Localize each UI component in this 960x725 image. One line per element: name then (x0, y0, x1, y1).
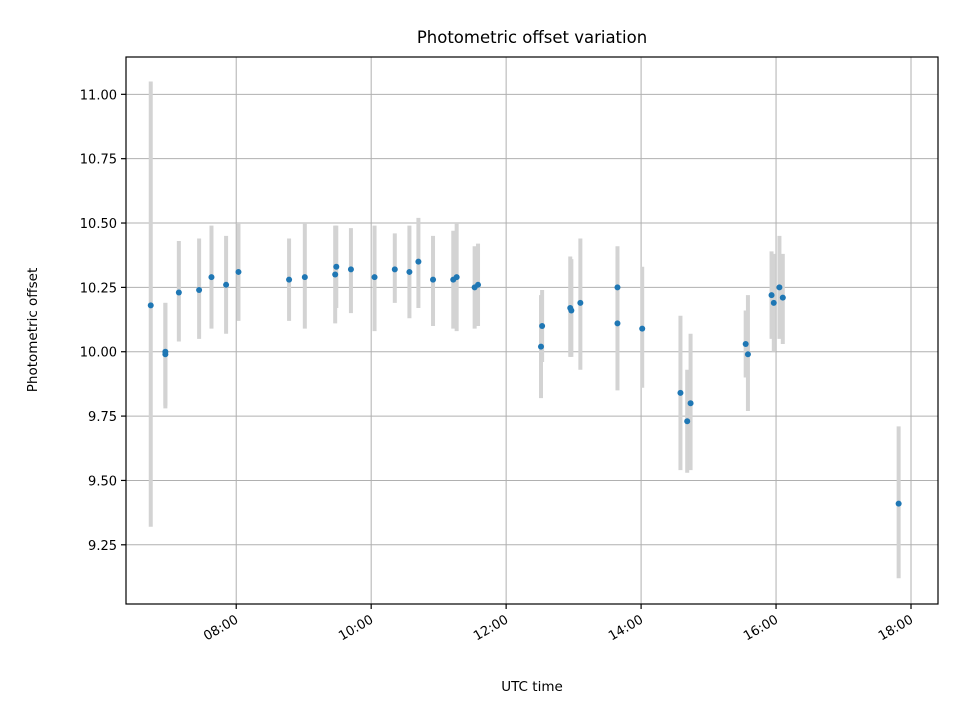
data-point (614, 284, 621, 291)
data-point (196, 286, 203, 293)
data-points (147, 258, 902, 507)
data-point (235, 268, 242, 275)
y-tick-label: 10.50 (80, 217, 117, 232)
data-point (742, 341, 749, 348)
data-point (430, 276, 437, 283)
data-point (779, 294, 786, 301)
data-point (147, 302, 154, 309)
data-point (475, 281, 482, 288)
y-axis-label: Photometric offset (25, 268, 41, 392)
data-point (770, 299, 777, 306)
data-point (162, 348, 169, 355)
y-tick-label: 9.50 (88, 474, 117, 489)
data-point (895, 500, 902, 507)
data-point (208, 274, 215, 281)
data-point (639, 325, 646, 332)
y-tick-label: 10.75 (80, 153, 117, 168)
data-point (301, 274, 308, 281)
data-point (391, 266, 398, 273)
data-point (684, 418, 691, 425)
plot-frame (125, 56, 939, 605)
data-point (768, 292, 775, 299)
data-point (577, 299, 584, 306)
data-point (453, 274, 460, 281)
data-point (614, 320, 621, 327)
data-point (415, 258, 422, 265)
data-point (568, 307, 575, 314)
data-point (332, 271, 339, 278)
y-tick-label: 9.25 (88, 539, 117, 554)
chart-title: Photometric offset variation (417, 28, 647, 47)
data-point (537, 343, 544, 350)
data-point (347, 266, 354, 273)
data-point (175, 289, 182, 296)
data-point (687, 400, 694, 407)
data-point (286, 276, 293, 283)
y-tick-label: 9.75 (88, 410, 117, 425)
y-tick-label: 10.00 (80, 346, 117, 361)
data-point (677, 389, 684, 396)
y-tick-label: 11.00 (80, 88, 117, 103)
y-tick-label: 10.25 (80, 281, 117, 296)
data-point (744, 351, 751, 358)
x-axis-label: UTC time (501, 679, 563, 695)
data-point (371, 274, 378, 281)
data-point (776, 284, 783, 291)
data-point (539, 322, 546, 329)
data-point (223, 281, 230, 288)
data-point (406, 268, 413, 275)
grid (126, 57, 938, 604)
data-point (333, 263, 340, 270)
